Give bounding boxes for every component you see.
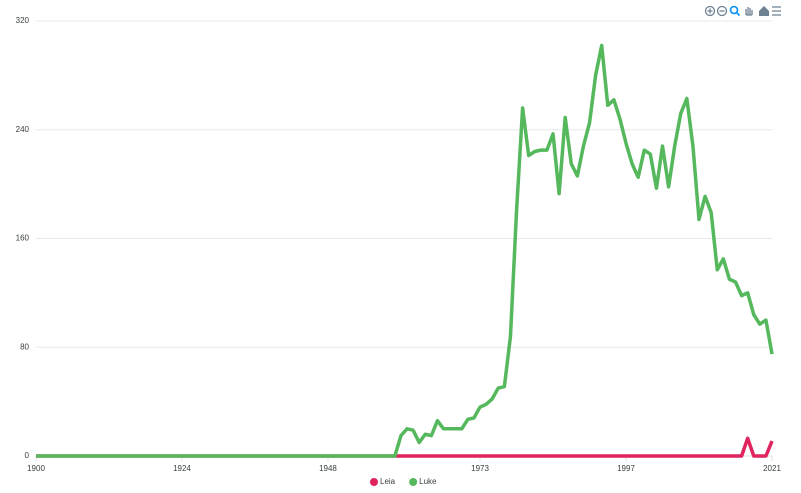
y-tick-label: 240 bbox=[16, 125, 30, 134]
series-line bbox=[36, 436, 774, 458]
y-tick-label: 0 bbox=[25, 451, 30, 460]
y-tick-label: 160 bbox=[16, 234, 30, 243]
legend: Leia Luke bbox=[370, 477, 437, 486]
x-tick-label: 2021 bbox=[763, 464, 781, 473]
y-tick-label: 320 bbox=[16, 16, 30, 25]
legend-label: Luke bbox=[419, 477, 437, 486]
legend-label: Leia bbox=[380, 477, 396, 486]
legend-marker bbox=[409, 478, 418, 486]
y-tick-label: 80 bbox=[20, 342, 29, 351]
x-tick-label: 1900 bbox=[27, 464, 45, 473]
x-tick-label: 1924 bbox=[173, 464, 191, 473]
series-line bbox=[36, 43, 774, 458]
x-tick-label: 1973 bbox=[471, 464, 489, 473]
legend-marker bbox=[370, 478, 378, 486]
toolbar[interactable] bbox=[704, 5, 782, 17]
x-tick-label: 1948 bbox=[319, 464, 337, 473]
x-tick-label: 1997 bbox=[617, 464, 635, 473]
